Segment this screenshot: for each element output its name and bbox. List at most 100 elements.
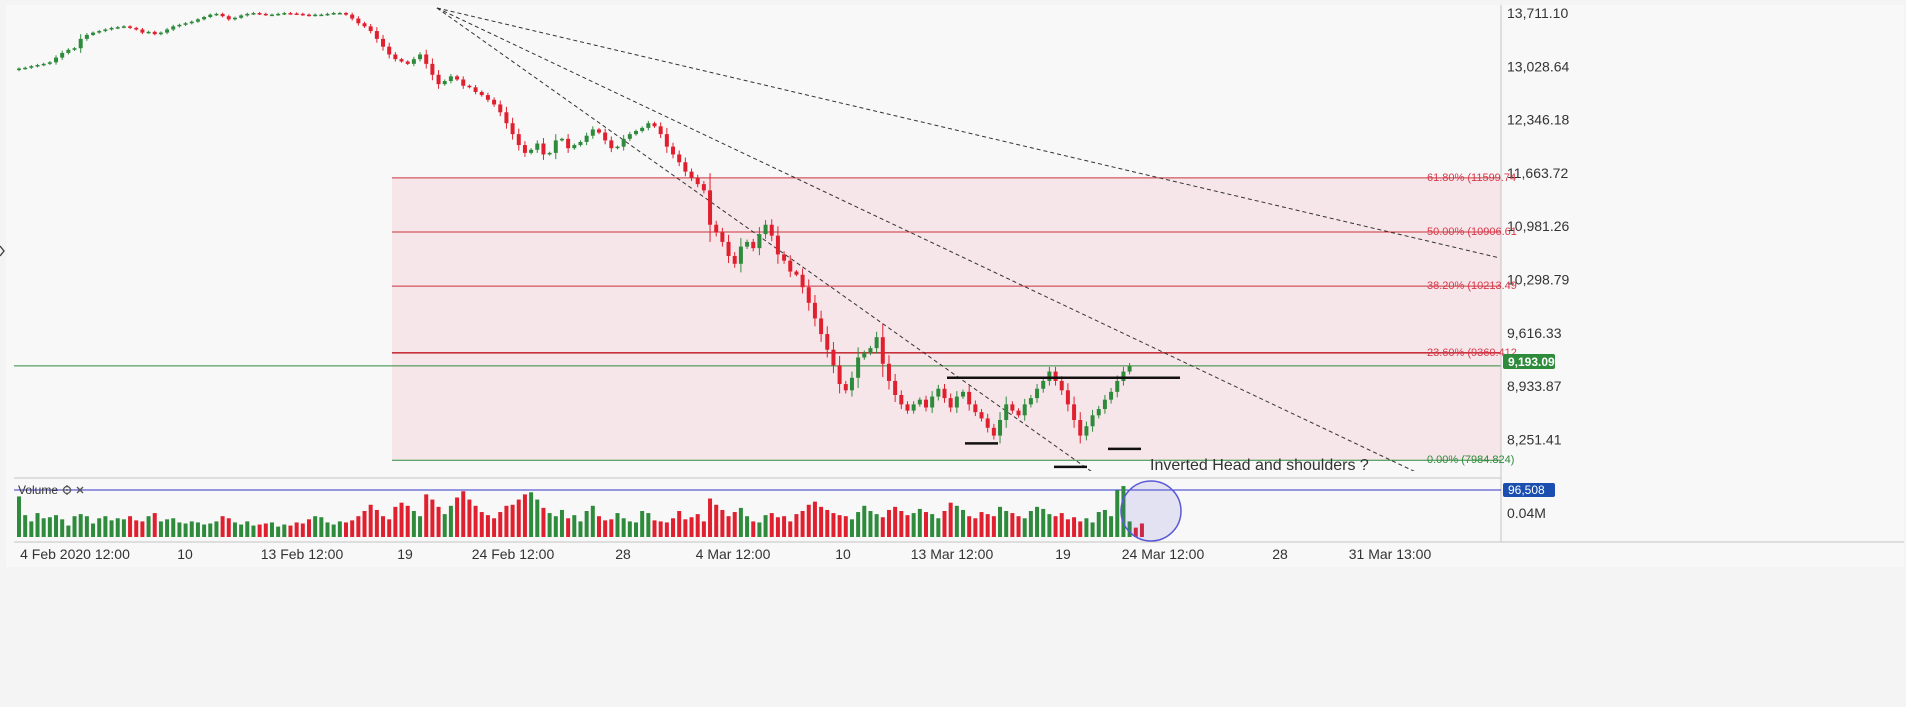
volume-bar — [708, 498, 713, 537]
candle-body — [745, 241, 750, 247]
candle-body — [300, 13, 305, 16]
candle-body — [350, 14, 355, 19]
volume-bar — [923, 512, 928, 537]
x-tick-label: 24 Mar 12:00 — [1122, 546, 1205, 562]
fibonacci-level-label: 38.20% (10213.49 — [1427, 280, 1517, 292]
volume-bar — [473, 505, 478, 537]
y-tick-label: 13,028.64 — [1507, 58, 1569, 74]
candle-body — [374, 31, 379, 39]
y-tick-label: 9,616.33 — [1507, 325, 1562, 341]
volume-bar — [319, 517, 324, 537]
volume-bar — [782, 516, 787, 537]
chevron-right-icon[interactable] — [0, 245, 5, 257]
time-axis[interactable]: 4 Feb 2020 12:00 10 13 Feb 12:00 19 24 Feb 1… — [20, 546, 1431, 562]
x-tick-label: 19 — [397, 546, 413, 562]
candle-body — [294, 13, 299, 15]
candle-body — [800, 274, 805, 288]
x-tick-label: 4 Feb 2020 12:00 — [20, 546, 130, 562]
volume-bar — [806, 504, 811, 537]
volume-bar — [220, 516, 225, 537]
volume-bar — [849, 519, 854, 537]
volume-bar — [652, 520, 657, 537]
volume-bar — [1084, 518, 1089, 537]
candle-body — [121, 26, 126, 28]
x-tick-label: 19 — [1055, 546, 1071, 562]
candle-body — [319, 14, 324, 17]
trendline[interactable] — [436, 7, 1501, 259]
candle-body — [640, 127, 645, 132]
volume-bar — [331, 524, 336, 537]
fibonacci-retracement[interactable] — [14, 177, 1501, 461]
volume-bar — [97, 518, 102, 537]
candle-body — [973, 404, 978, 413]
candle-body — [288, 13, 293, 15]
candle-body — [23, 67, 28, 70]
volume-bar — [60, 519, 65, 537]
trendlines[interactable] — [436, 7, 1501, 474]
candle-body — [788, 260, 793, 272]
candle-body — [103, 29, 108, 32]
candle-body — [553, 140, 558, 153]
head-shoulders-pattern[interactable] — [947, 376, 1180, 469]
candle-body — [473, 87, 478, 92]
volume-bar — [1127, 521, 1132, 537]
fibonacci-labels: 61.80% (11599.74 50.00% (10906.61 38.20% (… — [1427, 172, 1517, 466]
volume-bar — [430, 499, 435, 537]
candle-body — [806, 287, 811, 303]
volume-bar — [1115, 490, 1120, 537]
volume-bar — [769, 513, 774, 537]
trendline[interactable] — [436, 7, 1420, 474]
candle-body — [683, 162, 688, 172]
volume-bar — [103, 516, 108, 537]
candle-body — [306, 14, 311, 17]
volume-bar — [930, 514, 935, 537]
volume-bar — [269, 522, 274, 537]
candle-body — [177, 24, 182, 27]
volume-bar — [91, 523, 96, 537]
volume-bar — [572, 515, 577, 537]
candle-body — [985, 418, 990, 428]
volume-bar — [751, 521, 756, 537]
candle-body — [880, 337, 885, 364]
fibonacci-level-label: 23.60% (9360.412 — [1427, 347, 1517, 359]
candle-body — [905, 404, 910, 411]
fibonacci-level-label: 50.00% (10906.61 — [1427, 226, 1517, 238]
volume-bar — [812, 501, 817, 537]
candle-body — [794, 271, 799, 275]
candle-body — [535, 143, 540, 150]
candle-body — [769, 224, 774, 236]
candle-body — [1109, 391, 1114, 400]
candle-body — [1016, 410, 1021, 416]
volume-bar — [603, 520, 608, 537]
candle-body — [368, 26, 373, 32]
y-tick-label: 10,298.79 — [1507, 272, 1569, 288]
candle-body — [152, 31, 157, 35]
x-tick-label: 13 Mar 12:00 — [911, 546, 994, 562]
gear-icon[interactable] — [62, 485, 72, 495]
volume-bar — [640, 511, 645, 537]
close-icon[interactable] — [76, 486, 84, 494]
volume-bar — [177, 522, 182, 537]
volume-bar — [979, 512, 984, 537]
volume-bar — [967, 516, 972, 537]
candle-body — [1127, 365, 1132, 372]
candle-body — [337, 13, 342, 15]
volume-bar — [306, 519, 311, 537]
trendline[interactable] — [436, 7, 1095, 474]
volume-bar — [504, 505, 509, 537]
volume-bar — [899, 511, 904, 537]
candle-body — [84, 34, 89, 39]
volume-bar — [868, 511, 873, 537]
volume-panel: Volume 96,508 0.04M — [14, 480, 1555, 542]
candle-body — [837, 365, 842, 385]
volume-bar — [245, 521, 250, 537]
volume-bar — [825, 509, 830, 537]
candle-body — [664, 134, 669, 147]
volume-bar — [516, 499, 521, 537]
volume-bar — [1109, 516, 1114, 537]
volume-marker-tag — [1503, 483, 1555, 497]
candle-body — [331, 13, 336, 15]
price-axis[interactable]: 13,711.10 13,028.64 12,346.18 11,663.72 10,9… — [1507, 5, 1569, 447]
